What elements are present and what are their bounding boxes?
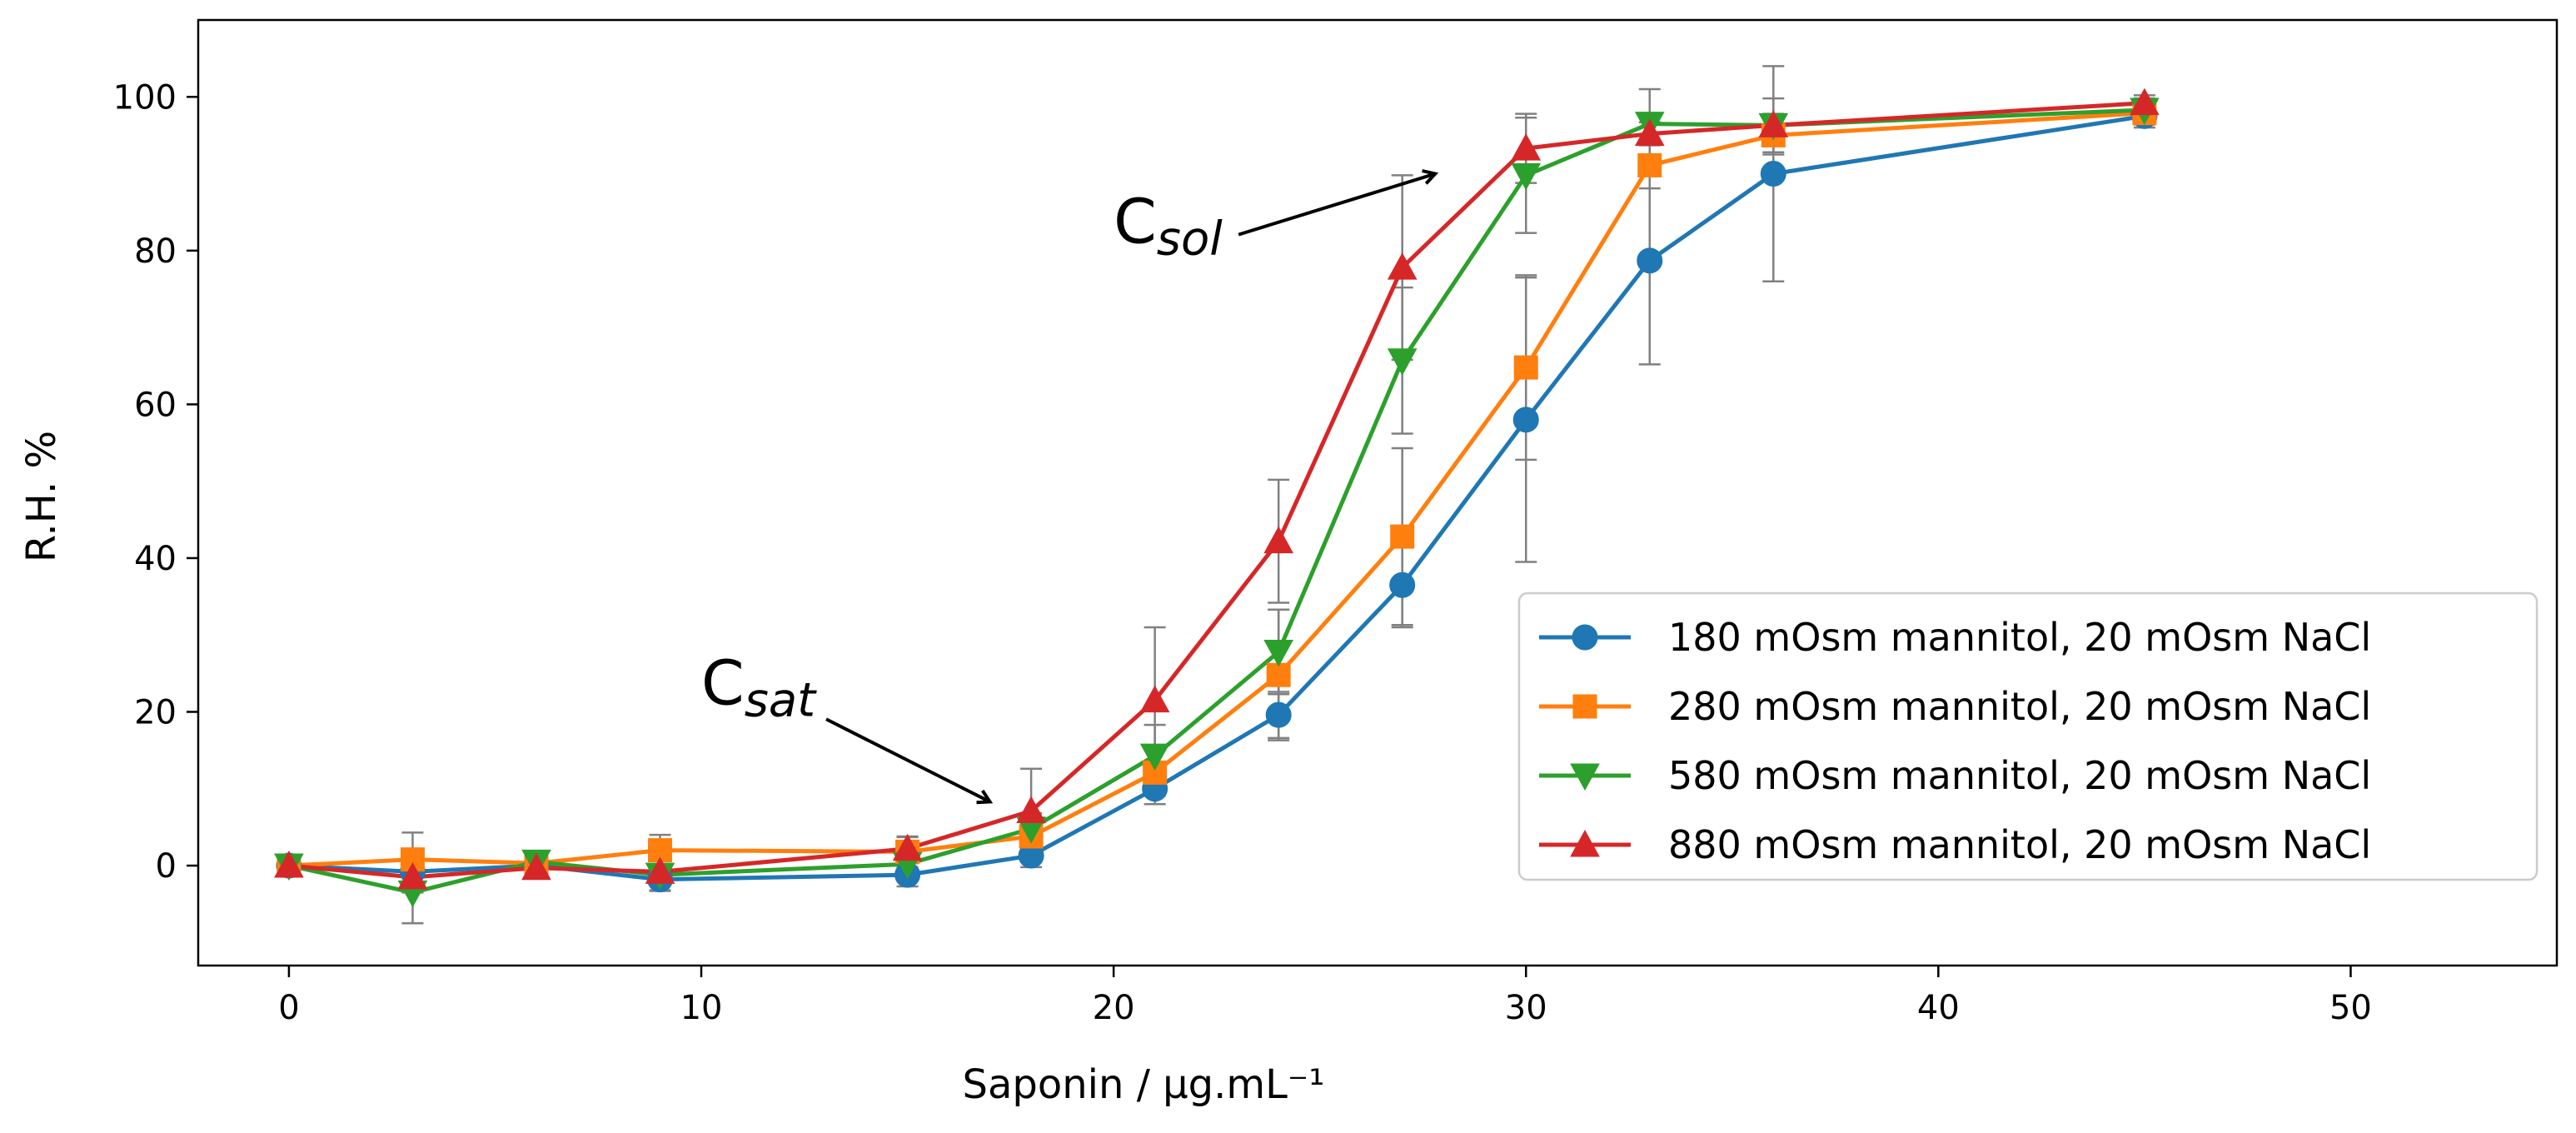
legend-entry-1: 280 mOsm mannitol, 20 mOsm NaCl [1539, 684, 2371, 729]
y-tick-label: 80 [134, 232, 177, 271]
data-point [1513, 355, 1538, 380]
legend-label: 880 mOsm mannitol, 20 mOsm NaCl [1668, 822, 2371, 867]
plot-area [274, 65, 2160, 925]
data-point [274, 851, 304, 878]
data-point [1387, 348, 1418, 376]
data-point [892, 833, 923, 861]
data-point [645, 856, 675, 884]
legend-label: 580 mOsm mannitol, 20 mOsm NaCl [1668, 753, 2371, 798]
x-axis-label: Saponin / μg.mL⁻¹ [963, 1061, 1325, 1108]
legend-box [1517, 591, 2539, 881]
x-tick-label: 20 [1093, 989, 1135, 1027]
data-point [1389, 571, 1416, 598]
legend-marker [1570, 763, 1600, 791]
y-tick-label: 20 [134, 693, 177, 731]
series-markers [274, 87, 2160, 908]
data-point [1139, 743, 1170, 771]
legend-marker [1572, 624, 1598, 651]
data-point [521, 852, 551, 881]
y-axis: 0 20 40 60 80 100 [113, 78, 198, 886]
y-tick-label: 100 [113, 78, 177, 117]
x-tick-label: 50 [2329, 989, 2372, 1027]
annotation-sat: Csat [701, 647, 817, 727]
y-axis-label: R.H. % [18, 431, 65, 562]
data-point [1511, 133, 1542, 161]
data-point [1387, 252, 1418, 280]
y-tick-label: 40 [134, 540, 177, 578]
annotation-sol: Csol [1114, 187, 1223, 267]
y-tick-label: 60 [134, 386, 177, 424]
legend-marker [1572, 694, 1597, 719]
legend-label: 280 mOsm mannitol, 20 mOsm NaCl [1668, 684, 2371, 729]
legend-entry-2: 580 mOsm mannitol, 20 mOsm NaCl [1539, 753, 2371, 798]
data-point [1758, 110, 1789, 137]
y-tick-label: 0 [156, 847, 177, 886]
x-tick-label: 0 [278, 989, 299, 1027]
data-point [1266, 662, 1291, 687]
data-point [1512, 407, 1539, 433]
legend-entry-3: 880 mOsm mannitol, 20 mOsm NaCl [1539, 822, 2371, 867]
data-point [397, 861, 428, 890]
data-point [1637, 247, 1663, 274]
data-point [1139, 685, 1170, 713]
legend-label: 180 mOsm mannitol, 20 mOsm NaCl [1668, 615, 2371, 660]
data-point [1760, 161, 1786, 187]
data-point [1390, 524, 1415, 549]
annotation-arrow [825, 717, 990, 801]
legend-marker [1570, 829, 1600, 857]
data-point [1016, 796, 1046, 824]
x-tick-label: 10 [680, 989, 723, 1027]
legend-entry-0: 180 mOsm mannitol, 20 mOsm NaCl [1539, 615, 2371, 660]
x-tick-label: 30 [1505, 989, 1547, 1027]
x-axis: 0 10 20 30 40 50 [278, 966, 2372, 1027]
data-point [1637, 152, 1662, 177]
legend: 180 mOsm mannitol, 20 mOsm NaCl 280 mOsm … [1517, 591, 2539, 881]
data-point [2130, 87, 2160, 116]
data-point [1265, 701, 1292, 728]
plot-frame [197, 18, 2559, 967]
legend-entries: 180 mOsm mannitol, 20 mOsm NaCl 280 mOsm … [1539, 615, 2371, 867]
data-point [1634, 118, 1665, 147]
annotation-arrow [1238, 174, 1435, 237]
data-point [1263, 640, 1294, 667]
annotations: Csat Csol [701, 174, 1435, 802]
data-point [1511, 162, 1542, 191]
data-point [1263, 526, 1294, 554]
x-tick-label: 40 [1917, 989, 1960, 1027]
